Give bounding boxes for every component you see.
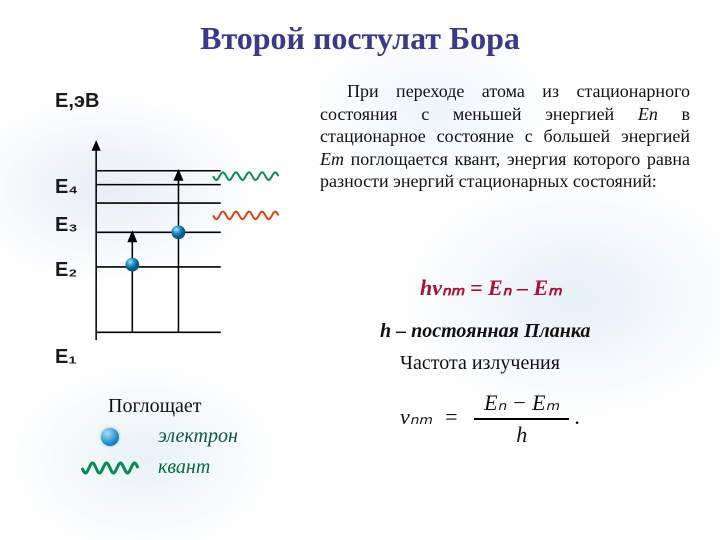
level-label-e1: E₁ bbox=[55, 346, 77, 369]
electron-icon bbox=[101, 428, 119, 446]
body-paragraph: При переходе атома из стационарного сост… bbox=[320, 80, 690, 193]
frequency-label: Частота излучения bbox=[400, 352, 560, 375]
level-label-e3: E₃ bbox=[55, 214, 78, 237]
formula-energy: hνₙₘ = Eₙ – Eₘ bbox=[420, 275, 562, 301]
formula-frequency: νₙₘ = Eₙ − Eₘ h . bbox=[400, 390, 580, 448]
level-label-e4: E₄ bbox=[55, 176, 78, 199]
absorb-label: Поглощает bbox=[108, 395, 202, 418]
legend-quantum: квант bbox=[158, 456, 210, 479]
energy-diagram bbox=[90, 110, 290, 370]
planck-constant: h – постоянная Планка bbox=[380, 320, 591, 343]
legend: электрон квант bbox=[80, 425, 238, 487]
legend-electron: электрон bbox=[158, 425, 238, 448]
level-label-e2: E₂ bbox=[55, 259, 77, 282]
quantum-wave-icon bbox=[80, 457, 140, 479]
slide-title: Второй постулат Бора bbox=[0, 20, 720, 57]
